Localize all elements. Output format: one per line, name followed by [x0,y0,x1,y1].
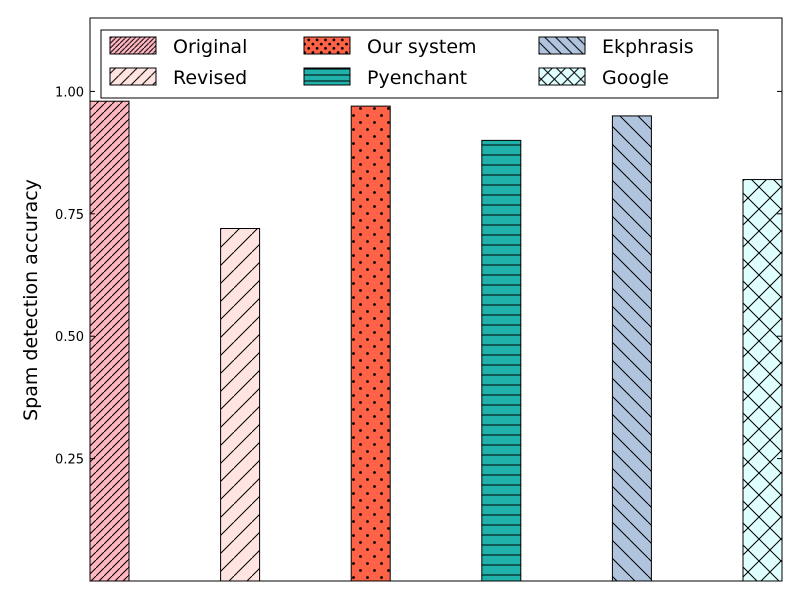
y-tick-label: 0.50 [55,330,84,345]
legend-swatch-original [109,36,157,55]
legend-label-original: Original [173,36,247,58]
legend-label-pyenchant: Pyenchant [367,67,467,89]
legend: Original Revised Our system Pyenchant Ekphra… [100,29,719,99]
legend-box [100,29,719,99]
bars-group [90,100,782,581]
y-tick-label: 0.75 [55,208,84,223]
y-tick-label: 1.00 [55,85,84,100]
legend-swatch-our-system [303,36,351,55]
plot-frame [89,17,783,582]
legend-label-our-system: Our system [367,36,477,58]
y-tick-label: 0.25 [55,453,84,468]
y-axis-ticks: 0.25 0.50 0.75 1.00 [55,85,782,468]
bar-google [742,179,782,581]
bar-pyenchant [481,139,522,581]
legend-swatch-google [538,67,586,86]
legend-label-ekphrasis: Ekphrasis [602,36,694,58]
legend-swatch-pyenchant [303,67,351,86]
legend-swatch-revised [109,67,157,86]
bar-our-system [350,105,391,581]
bar-original [90,100,130,581]
legend-swatch-ekphrasis [538,36,586,55]
legend-label-revised: Revised [173,67,247,89]
y-axis-label: Spam detection accuracy [20,179,42,421]
bar-revised [220,228,261,581]
legend-label-google: Google [602,67,669,89]
bar-ekphrasis [611,115,652,581]
